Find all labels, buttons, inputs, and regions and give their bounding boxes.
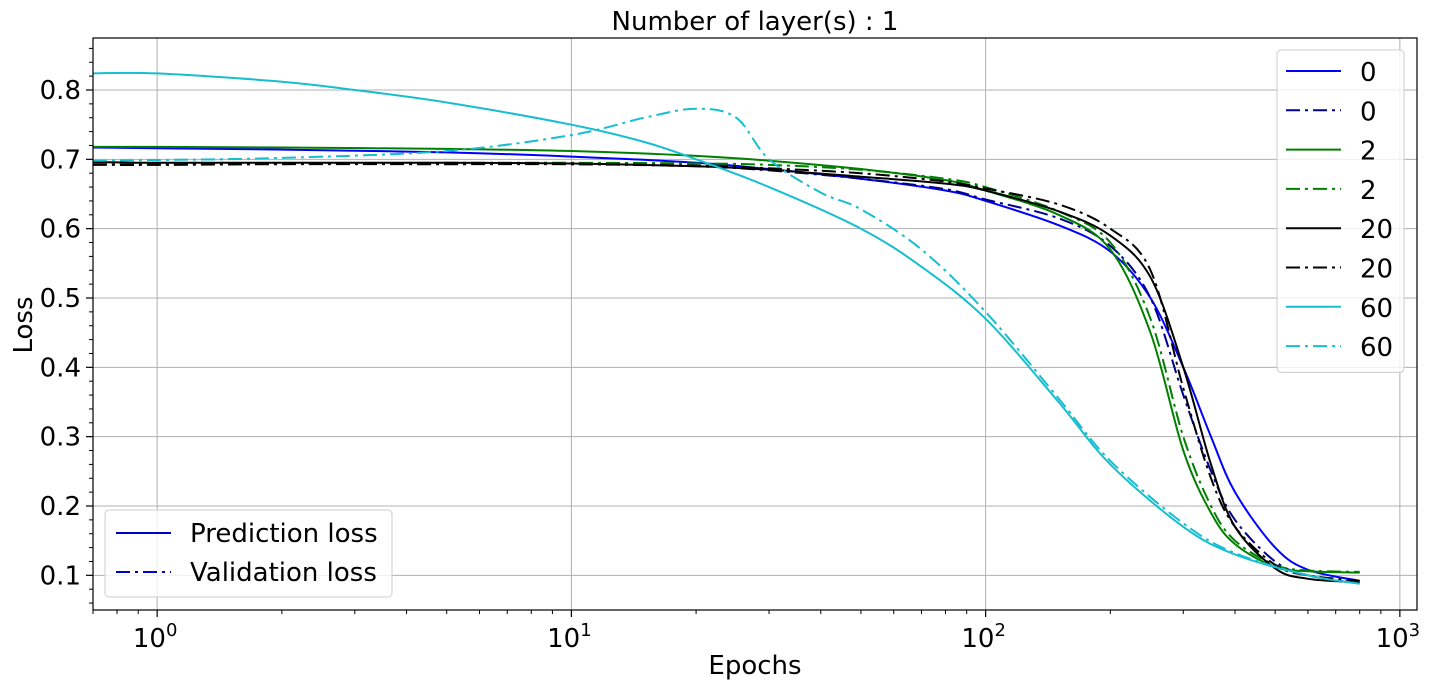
x-tick-label: 100 <box>133 620 178 654</box>
y-tick-label: 0.1 <box>40 561 81 591</box>
y-axis-label: Loss <box>9 296 39 353</box>
series-line-60-prediction <box>92 71 1360 585</box>
plot-frame <box>92 37 1418 611</box>
y-tick-label: 0.7 <box>40 145 81 175</box>
legend-series-label: 20 <box>1360 255 1393 285</box>
legend-series: 0 0 2 2 20 20 60 60 <box>1276 49 1405 373</box>
legend-series-label: 60 <box>1360 333 1393 363</box>
legend-style-box <box>104 509 393 598</box>
x-tick-label: 103 <box>1376 620 1421 654</box>
y-axis-ticks: 0.1 0.2 0.3 0.4 0.5 0.6 0.7 0.8 <box>40 76 93 591</box>
legend-series-label: 2 <box>1360 137 1377 167</box>
legend-series-label: 20 <box>1360 215 1393 245</box>
series-line-20-prediction <box>92 161 1360 584</box>
legend-series-label: 0 <box>1360 58 1377 88</box>
series-lines <box>92 71 1360 585</box>
x-tick-label: 101 <box>547 620 592 654</box>
legend-series-label: 2 <box>1360 176 1377 206</box>
series-line-20-validation <box>92 163 1360 582</box>
legend-series-label: 0 <box>1360 97 1377 127</box>
y-tick-label: 0.3 <box>40 423 81 453</box>
chart-title: Number of layer(s) : 1 <box>612 7 899 37</box>
legend-series-box <box>1276 49 1405 373</box>
series-line-60-validation <box>92 107 1360 585</box>
legend-style-label: Prediction loss <box>190 519 378 549</box>
y-tick-label: 0.8 <box>40 76 81 106</box>
y-tick-label: 0.6 <box>40 215 81 245</box>
y-tick-label: 0.5 <box>40 284 81 314</box>
y-tick-label: 0.2 <box>40 492 81 522</box>
x-axis-label: Epochs <box>708 651 801 681</box>
legend-style: Prediction loss Validation loss <box>104 509 393 598</box>
legend-style-label: Validation loss <box>190 558 377 588</box>
series-line-0-prediction <box>92 146 1360 582</box>
legend-series-label: 60 <box>1360 294 1393 324</box>
minor-ticks <box>89 47 1382 614</box>
x-tick-label: 102 <box>961 620 1006 654</box>
x-axis-ticks: 100 101 102 103 <box>133 610 1420 654</box>
y-tick-label: 0.4 <box>40 353 81 383</box>
